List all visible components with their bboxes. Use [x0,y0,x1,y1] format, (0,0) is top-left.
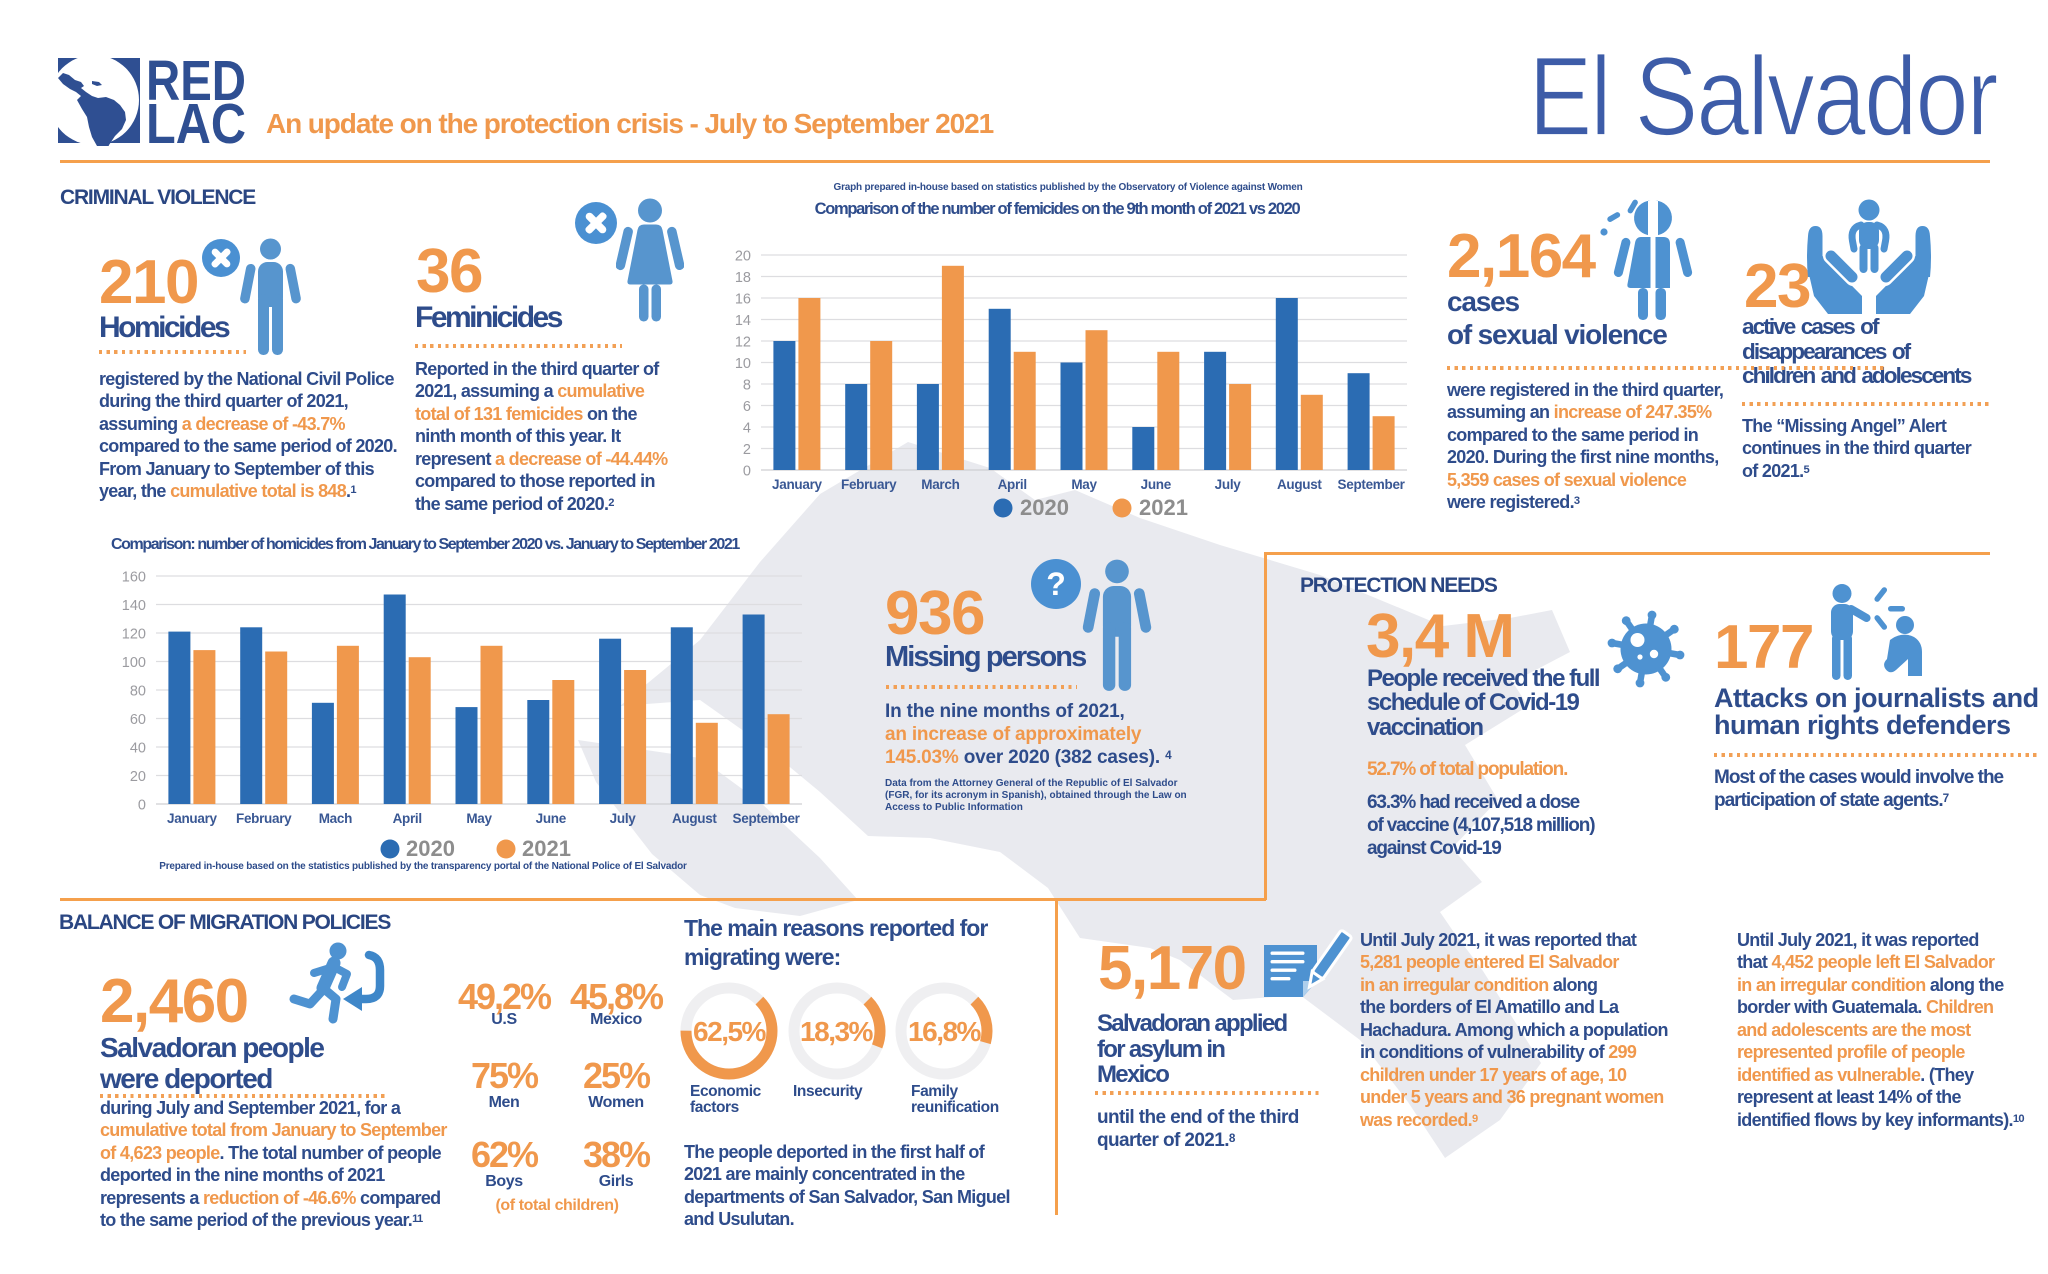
svg-text:4: 4 [743,421,751,437]
svg-text:June: June [1141,477,1172,492]
svg-text:September: September [1338,477,1406,492]
svg-text:September: September [733,811,801,826]
svg-text:May: May [466,811,492,826]
svg-text:May: May [1071,477,1097,492]
svg-text:60: 60 [130,712,146,728]
svg-text:100: 100 [122,655,146,671]
svg-text:2: 2 [743,442,751,458]
svg-text:July: July [610,811,637,826]
svg-text:14: 14 [735,313,751,329]
svg-text:LAC: LAC [146,92,246,146]
svg-text:40: 40 [130,741,146,757]
svg-text:March: March [921,477,959,492]
svg-text:January: January [772,477,822,492]
svg-text:2020: 2020 [1020,495,1069,520]
svg-text:0: 0 [138,798,146,814]
svg-text:June: June [536,811,567,826]
svg-text:February: February [841,477,897,492]
svg-text:January: January [167,811,217,826]
svg-text:2020: 2020 [406,836,455,860]
svg-text:2021: 2021 [522,836,571,860]
svg-text:20: 20 [735,249,751,265]
svg-text:?: ? [1046,566,1066,602]
svg-text:140: 140 [122,598,146,614]
svg-text:8: 8 [743,378,751,394]
svg-text:6: 6 [743,399,751,415]
svg-text:RED: RED [146,50,246,113]
svg-text:2021: 2021 [1139,495,1188,520]
svg-text:20: 20 [130,769,146,785]
svg-text:160: 160 [122,570,146,586]
svg-text:August: August [1277,477,1322,492]
svg-text:120: 120 [122,627,146,643]
svg-text:18: 18 [735,270,751,286]
svg-text:February: February [236,811,292,826]
svg-text:10: 10 [735,356,751,372]
svg-text:Mach: Mach [319,811,352,826]
svg-text:12: 12 [735,335,751,351]
svg-text:16: 16 [735,292,751,308]
svg-text:July: July [1215,477,1242,492]
svg-text:April: April [393,811,422,826]
svg-text:0: 0 [743,464,751,480]
svg-text:April: April [998,477,1027,492]
svg-text:80: 80 [130,684,146,700]
svg-text:August: August [672,811,717,826]
